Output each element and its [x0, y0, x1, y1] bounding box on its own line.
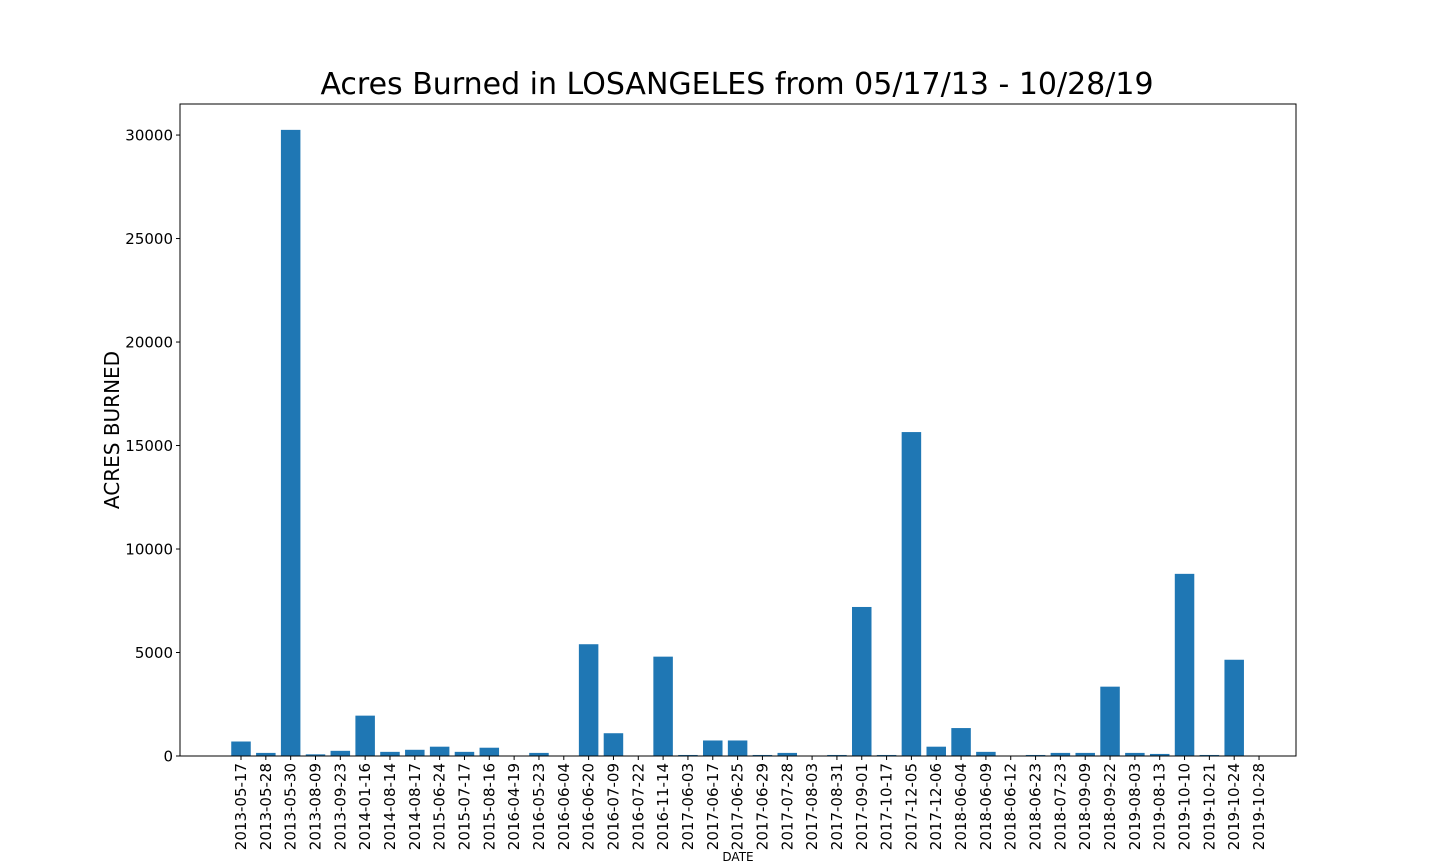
- bar: [405, 749, 425, 756]
- y-tick-label: 30000: [125, 127, 173, 145]
- x-axis-ticks: 2013-05-17 2013-05-28 2013-05-30 2013-08-09…: [232, 756, 1268, 850]
- x-tick-label: 2018-06-23: [1027, 763, 1045, 850]
- bar: [827, 754, 847, 756]
- bar: [926, 746, 946, 756]
- x-tick-label: 2014-08-14: [381, 763, 399, 850]
- bar: [479, 747, 500, 756]
- bar: [578, 644, 599, 756]
- bar: [231, 741, 251, 756]
- y-tick-label: 5000: [135, 644, 173, 662]
- x-tick-label: 2015-06-24: [431, 763, 449, 850]
- bar: [976, 751, 996, 756]
- bar: [1100, 686, 1120, 756]
- x-tick-label: 2018-09-09: [1076, 763, 1094, 850]
- y-tick-label: 20000: [125, 334, 173, 352]
- bar: [1050, 752, 1071, 756]
- y-tick-label: 15000: [125, 437, 173, 455]
- bars-group: [231, 129, 1244, 756]
- bar: [529, 752, 549, 756]
- bar: [752, 754, 773, 756]
- x-tick-label: 2016-04-19: [505, 763, 523, 850]
- y-tick-label: 0: [163, 748, 173, 766]
- x-tick-label: 2018-06-04: [952, 763, 970, 850]
- x-tick-label: 2019-10-10: [1176, 763, 1194, 850]
- bar: [703, 740, 723, 756]
- bar: [951, 728, 971, 756]
- bar: [852, 606, 872, 756]
- bar: [1174, 573, 1195, 756]
- x-tick-label: 2017-12-06: [927, 763, 945, 850]
- x-tick-label: 2018-07-23: [1051, 763, 1069, 850]
- bar: [678, 754, 698, 756]
- x-tick-label: 2017-09-01: [853, 763, 871, 850]
- x-tick-label: 2018-06-12: [1002, 763, 1020, 850]
- x-tick-label: 2017-06-25: [729, 763, 747, 850]
- bar: [1075, 752, 1095, 756]
- x-tick-label: 2017-06-17: [704, 763, 722, 850]
- bar: [1149, 753, 1170, 756]
- bar: [280, 129, 301, 756]
- x-tick-label: 2017-06-03: [679, 763, 697, 850]
- bar: [355, 715, 375, 756]
- x-axis-label: DATE: [722, 850, 753, 864]
- x-tick-label: 2017-12-05: [902, 763, 920, 850]
- x-tick-label: 2014-08-17: [406, 763, 424, 850]
- x-tick-label: 2016-06-20: [580, 763, 598, 850]
- bar: [1125, 752, 1145, 756]
- x-tick-label: 2018-09-22: [1101, 763, 1119, 850]
- plot-frame: [179, 103, 1297, 757]
- x-tick-label: 2019-08-03: [1126, 763, 1144, 850]
- x-tick-label: 2017-08-31: [828, 763, 846, 850]
- bar: [901, 432, 922, 756]
- bar: [1199, 754, 1220, 756]
- y-tick-label: 10000: [125, 541, 173, 559]
- y-tick-label: 25000: [125, 230, 173, 248]
- x-tick-label: 2019-10-24: [1225, 763, 1243, 850]
- x-tick-label: 2019-10-28: [1250, 763, 1268, 850]
- x-tick-label: 2013-05-30: [282, 763, 300, 850]
- x-tick-label: 2015-08-16: [480, 763, 498, 850]
- x-tick-label: 2019-10-21: [1200, 763, 1218, 850]
- x-tick-label: 2016-06-04: [555, 763, 573, 850]
- bar: [429, 746, 450, 756]
- x-tick-label: 2014-01-16: [356, 763, 374, 850]
- x-tick-label: 2017-06-29: [753, 763, 771, 850]
- x-tick-label: 2017-08-03: [803, 763, 821, 850]
- x-tick-label: 2013-05-17: [232, 763, 250, 850]
- y-axis-ticks: 0 5000 10000 15000 20000 25000 30000: [125, 127, 180, 766]
- bar: [380, 751, 400, 756]
- x-tick-label: 2015-07-17: [455, 763, 473, 850]
- x-tick-label: 2016-11-14: [654, 763, 672, 850]
- chart-title: Acres Burned in LOSANGELES from 05/17/13…: [320, 67, 1153, 102]
- bar: [330, 750, 351, 756]
- bar: [653, 656, 673, 756]
- x-tick-label: 2018-06-09: [977, 763, 995, 850]
- bar: [256, 752, 276, 756]
- x-tick-label: 2013-09-23: [331, 763, 349, 850]
- x-tick-label: 2016-07-22: [629, 763, 647, 850]
- bar: [305, 754, 326, 756]
- bar: [603, 733, 624, 756]
- bar: [777, 752, 798, 756]
- y-axis-label: ACRES BURNED: [100, 351, 124, 509]
- x-tick-label: 2019-08-13: [1151, 763, 1169, 850]
- bar: [454, 751, 475, 756]
- bar: [1224, 659, 1244, 756]
- bar: [1025, 754, 1046, 756]
- x-tick-label: 2013-05-28: [257, 763, 275, 850]
- bar: [876, 754, 897, 756]
- bar: [727, 740, 748, 756]
- x-tick-label: 2017-10-17: [878, 763, 896, 850]
- x-tick-label: 2016-07-09: [604, 763, 622, 850]
- x-tick-label: 2017-07-28: [778, 763, 796, 850]
- x-tick-label: 2016-05-23: [530, 763, 548, 850]
- x-tick-label: 2013-08-09: [306, 763, 324, 850]
